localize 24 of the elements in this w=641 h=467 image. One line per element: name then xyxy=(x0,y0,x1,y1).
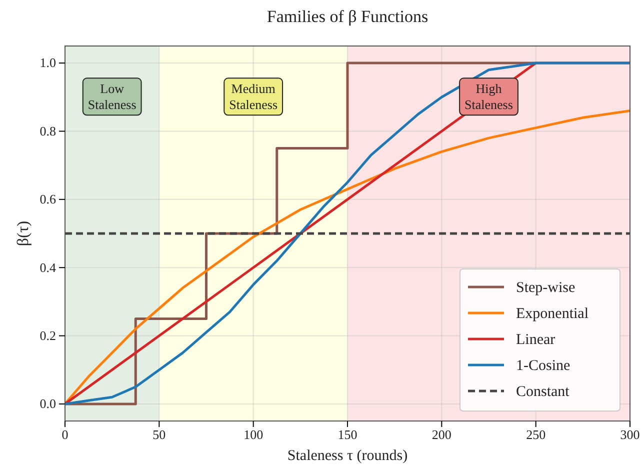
y-tick-label: 0.6 xyxy=(40,192,56,207)
x-tick-label: 200 xyxy=(432,427,452,442)
legend-label: Exponential xyxy=(516,306,588,322)
y-tick-label: 0.4 xyxy=(40,260,56,275)
x-axis-title: Staleness τ (rounds) xyxy=(287,448,408,464)
x-tick-label: 0 xyxy=(62,427,68,442)
y-tick-label: 0.8 xyxy=(40,123,56,138)
band-label: Low Staleness xyxy=(88,81,136,112)
y-axis-title: β(τ) xyxy=(15,220,32,246)
x-tick-label: 250 xyxy=(526,427,546,442)
x-tick-label: 150 xyxy=(338,427,358,442)
chart-title: Families of β Functions xyxy=(266,7,428,26)
band-label: Medium Staleness xyxy=(229,81,278,112)
band-label: High Staleness xyxy=(464,81,513,112)
legend-label: Linear xyxy=(516,332,556,348)
legend-label: Step-wise xyxy=(516,280,576,296)
x-tick-label: 100 xyxy=(244,427,264,442)
legend-label: 1-Cosine xyxy=(516,358,571,374)
x-tick-label: 50 xyxy=(152,427,166,442)
y-tick-label: 1.0 xyxy=(40,55,56,70)
y-tick-label: 0.2 xyxy=(40,328,56,343)
x-tick-label: 300 xyxy=(620,427,640,442)
y-tick-label: 0.0 xyxy=(40,396,56,412)
legend-label: Constant xyxy=(516,384,570,400)
